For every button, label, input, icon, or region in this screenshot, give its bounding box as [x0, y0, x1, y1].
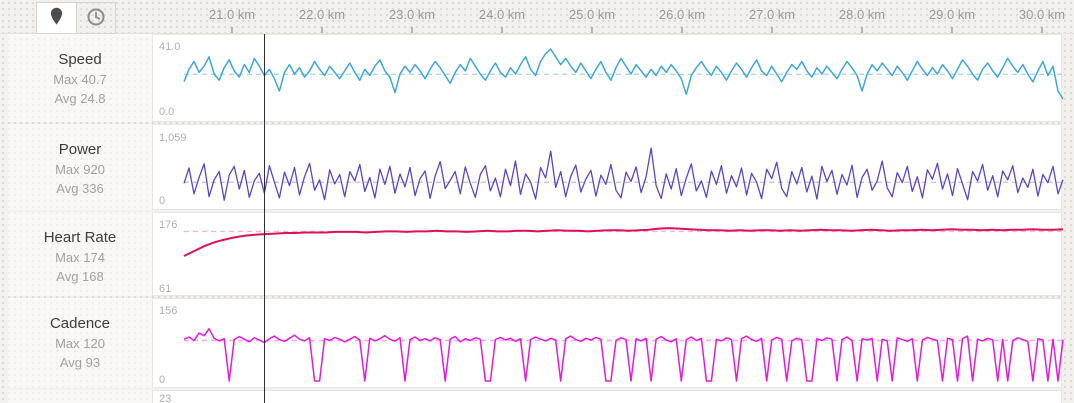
max-value: Max 920 — [55, 162, 105, 177]
cadence-series-line — [183, 327, 1064, 382]
time-mode-button[interactable] — [76, 2, 116, 34]
cadence-line-chart — [183, 327, 1064, 382]
chart-cursor-line[interactable] — [264, 34, 265, 403]
speed-chart-panel[interactable]: 41.0 0.0 — [152, 34, 1064, 122]
heart-rate-chart-panel[interactable]: 176 61 — [152, 212, 1064, 296]
x-axis-label: 26.0 km — [658, 7, 706, 22]
power-line-chart — [183, 147, 1064, 201]
x-axis-tick — [591, 27, 593, 33]
y-axis-max-label: 23 — [159, 393, 172, 403]
chart-title: Speed — [58, 51, 102, 68]
x-axis-label: 21.0 km — [208, 7, 256, 22]
x-axis-tick — [861, 27, 863, 33]
x-axis-tick — [1041, 27, 1043, 33]
heart_rate-series-line — [183, 227, 1064, 257]
y-axis-max-label: 176 — [159, 219, 178, 231]
avg-value: Avg 24.8 — [54, 91, 106, 106]
avg-value: Avg 93 — [59, 355, 101, 370]
x-axis-tick — [951, 27, 953, 33]
power-chart-panel[interactable]: 1,059 0 — [152, 124, 1064, 210]
heart-rate-line-chart — [183, 227, 1064, 257]
x-axis-label: 25.0 km — [568, 7, 616, 22]
y-axis-min-label: 0.0 — [159, 106, 175, 118]
x-axis-label: 24.0 km — [478, 7, 526, 22]
speed-line-chart — [183, 48, 1064, 100]
heart-rate-legend: Heart Rate Max 174 Avg 168 — [8, 212, 152, 296]
next-metric-legend — [8, 390, 152, 403]
next-metric-chart-panel[interactable]: 23 — [152, 390, 1062, 403]
y-axis-min-label: 61 — [159, 283, 172, 295]
x-axis-tick — [771, 27, 773, 33]
distance-mode-button[interactable] — [36, 2, 76, 34]
x-axis-label: 23.0 km — [388, 7, 436, 22]
avg-value: Avg 336 — [56, 181, 104, 196]
speed-legend: Speed Max 40.7 Avg 24.8 — [8, 34, 152, 122]
x-axis-tick — [411, 27, 413, 33]
x-axis-label: 28.0 km — [838, 7, 886, 22]
power-series-line — [183, 147, 1064, 201]
x-axis-tick — [501, 27, 503, 33]
y-axis-min-label: 0 — [159, 374, 166, 386]
cadence-chart-panel[interactable]: 156 0 — [152, 298, 1064, 388]
x-axis-label: 29.0 km — [928, 7, 976, 22]
y-axis-max-label: 41.0 — [159, 41, 181, 53]
x-axis-label: 30.0 km — [1018, 7, 1066, 22]
x-axis-tick — [321, 27, 323, 33]
cadence-legend: Cadence Max 120 Avg 93 — [8, 298, 152, 388]
max-value: Max 120 — [55, 336, 105, 351]
y-axis-min-label: 0 — [159, 195, 166, 207]
x-axis-label: 27.0 km — [748, 7, 796, 22]
y-axis-max-label: 156 — [159, 305, 178, 317]
chart-title: Heart Rate — [43, 229, 117, 246]
power-legend: Power Max 920 Avg 336 — [8, 124, 152, 210]
x-axis-tick — [231, 27, 233, 33]
y-axis-max-label: 1,059 — [159, 132, 187, 144]
clock-icon — [86, 7, 106, 30]
map-pin-icon — [49, 7, 64, 29]
x-axis-label: 22.0 km — [298, 7, 346, 22]
avg-value: Avg 168 — [56, 269, 104, 284]
max-value: Max 174 — [55, 250, 105, 265]
chart-title: Cadence — [49, 315, 111, 332]
toolbar: 21.0 km 22.0 km 23.0 km 24.0 km 25.0 km 26.0 … — [0, 0, 1074, 34]
speed-series-line — [183, 48, 1064, 100]
max-value: Max 40.7 — [53, 72, 107, 87]
x-axis-tick — [681, 27, 683, 33]
chart-title: Power — [58, 141, 102, 158]
